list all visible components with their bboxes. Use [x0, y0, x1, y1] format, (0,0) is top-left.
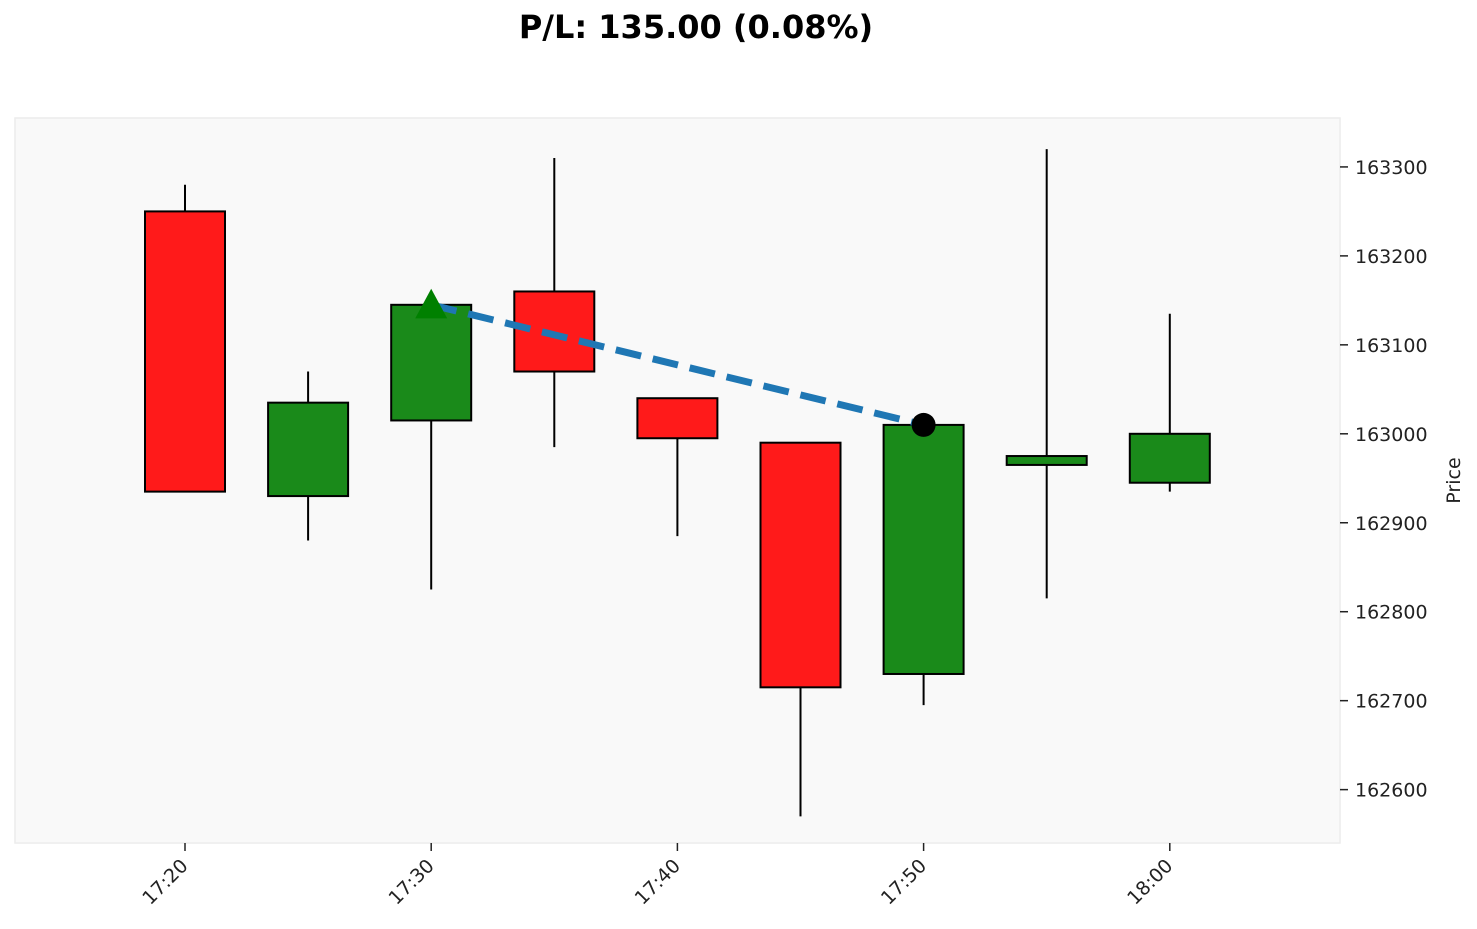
candle-body	[636, 397, 719, 440]
x-tick-label: 17:20	[138, 855, 192, 909]
x-axis: 17:20 17:30 17:40 17:50 18:00	[138, 843, 1177, 909]
y-tick-label: 163200	[1355, 246, 1428, 268]
y-tick-label: 163300	[1355, 157, 1428, 179]
y-axis: 163300 163200 163100 163000 162900 162800 1627…	[1340, 157, 1428, 802]
candle-body	[144, 210, 226, 493]
x-tick-label: 17:30	[384, 855, 438, 909]
candle	[759, 441, 842, 817]
chart-title: P/L: 135.00 (0.08%)	[518, 8, 874, 46]
x-tick-label: 18:00	[1123, 855, 1177, 909]
candle	[882, 423, 965, 706]
y-tick-label: 163000	[1355, 424, 1428, 446]
candle-body	[1005, 455, 1088, 466]
candle	[1005, 149, 1088, 599]
x-tick-label: 17:50	[877, 855, 931, 909]
candle	[144, 184, 226, 493]
y-tick-label: 162700	[1355, 691, 1428, 713]
exit-marker	[911, 412, 936, 437]
candle	[1128, 313, 1211, 492]
candle-body	[267, 401, 350, 498]
candle-body	[390, 303, 473, 422]
candle	[636, 397, 719, 537]
candle-body	[882, 423, 965, 675]
entry-marker	[415, 288, 448, 319]
x-tick-label: 17:40	[631, 855, 685, 909]
candle	[267, 371, 350, 541]
y-tick-label: 162800	[1355, 602, 1428, 624]
candle-body	[1128, 432, 1211, 484]
trade-layer	[415, 288, 936, 437]
y-tick-label: 163100	[1355, 335, 1428, 357]
y-tick-label: 162900	[1355, 513, 1428, 535]
candle-body	[759, 441, 842, 689]
trade-line	[430, 301, 925, 429]
y-tick-label: 162600	[1355, 780, 1428, 802]
y-axis-title: Price	[1443, 457, 1465, 503]
